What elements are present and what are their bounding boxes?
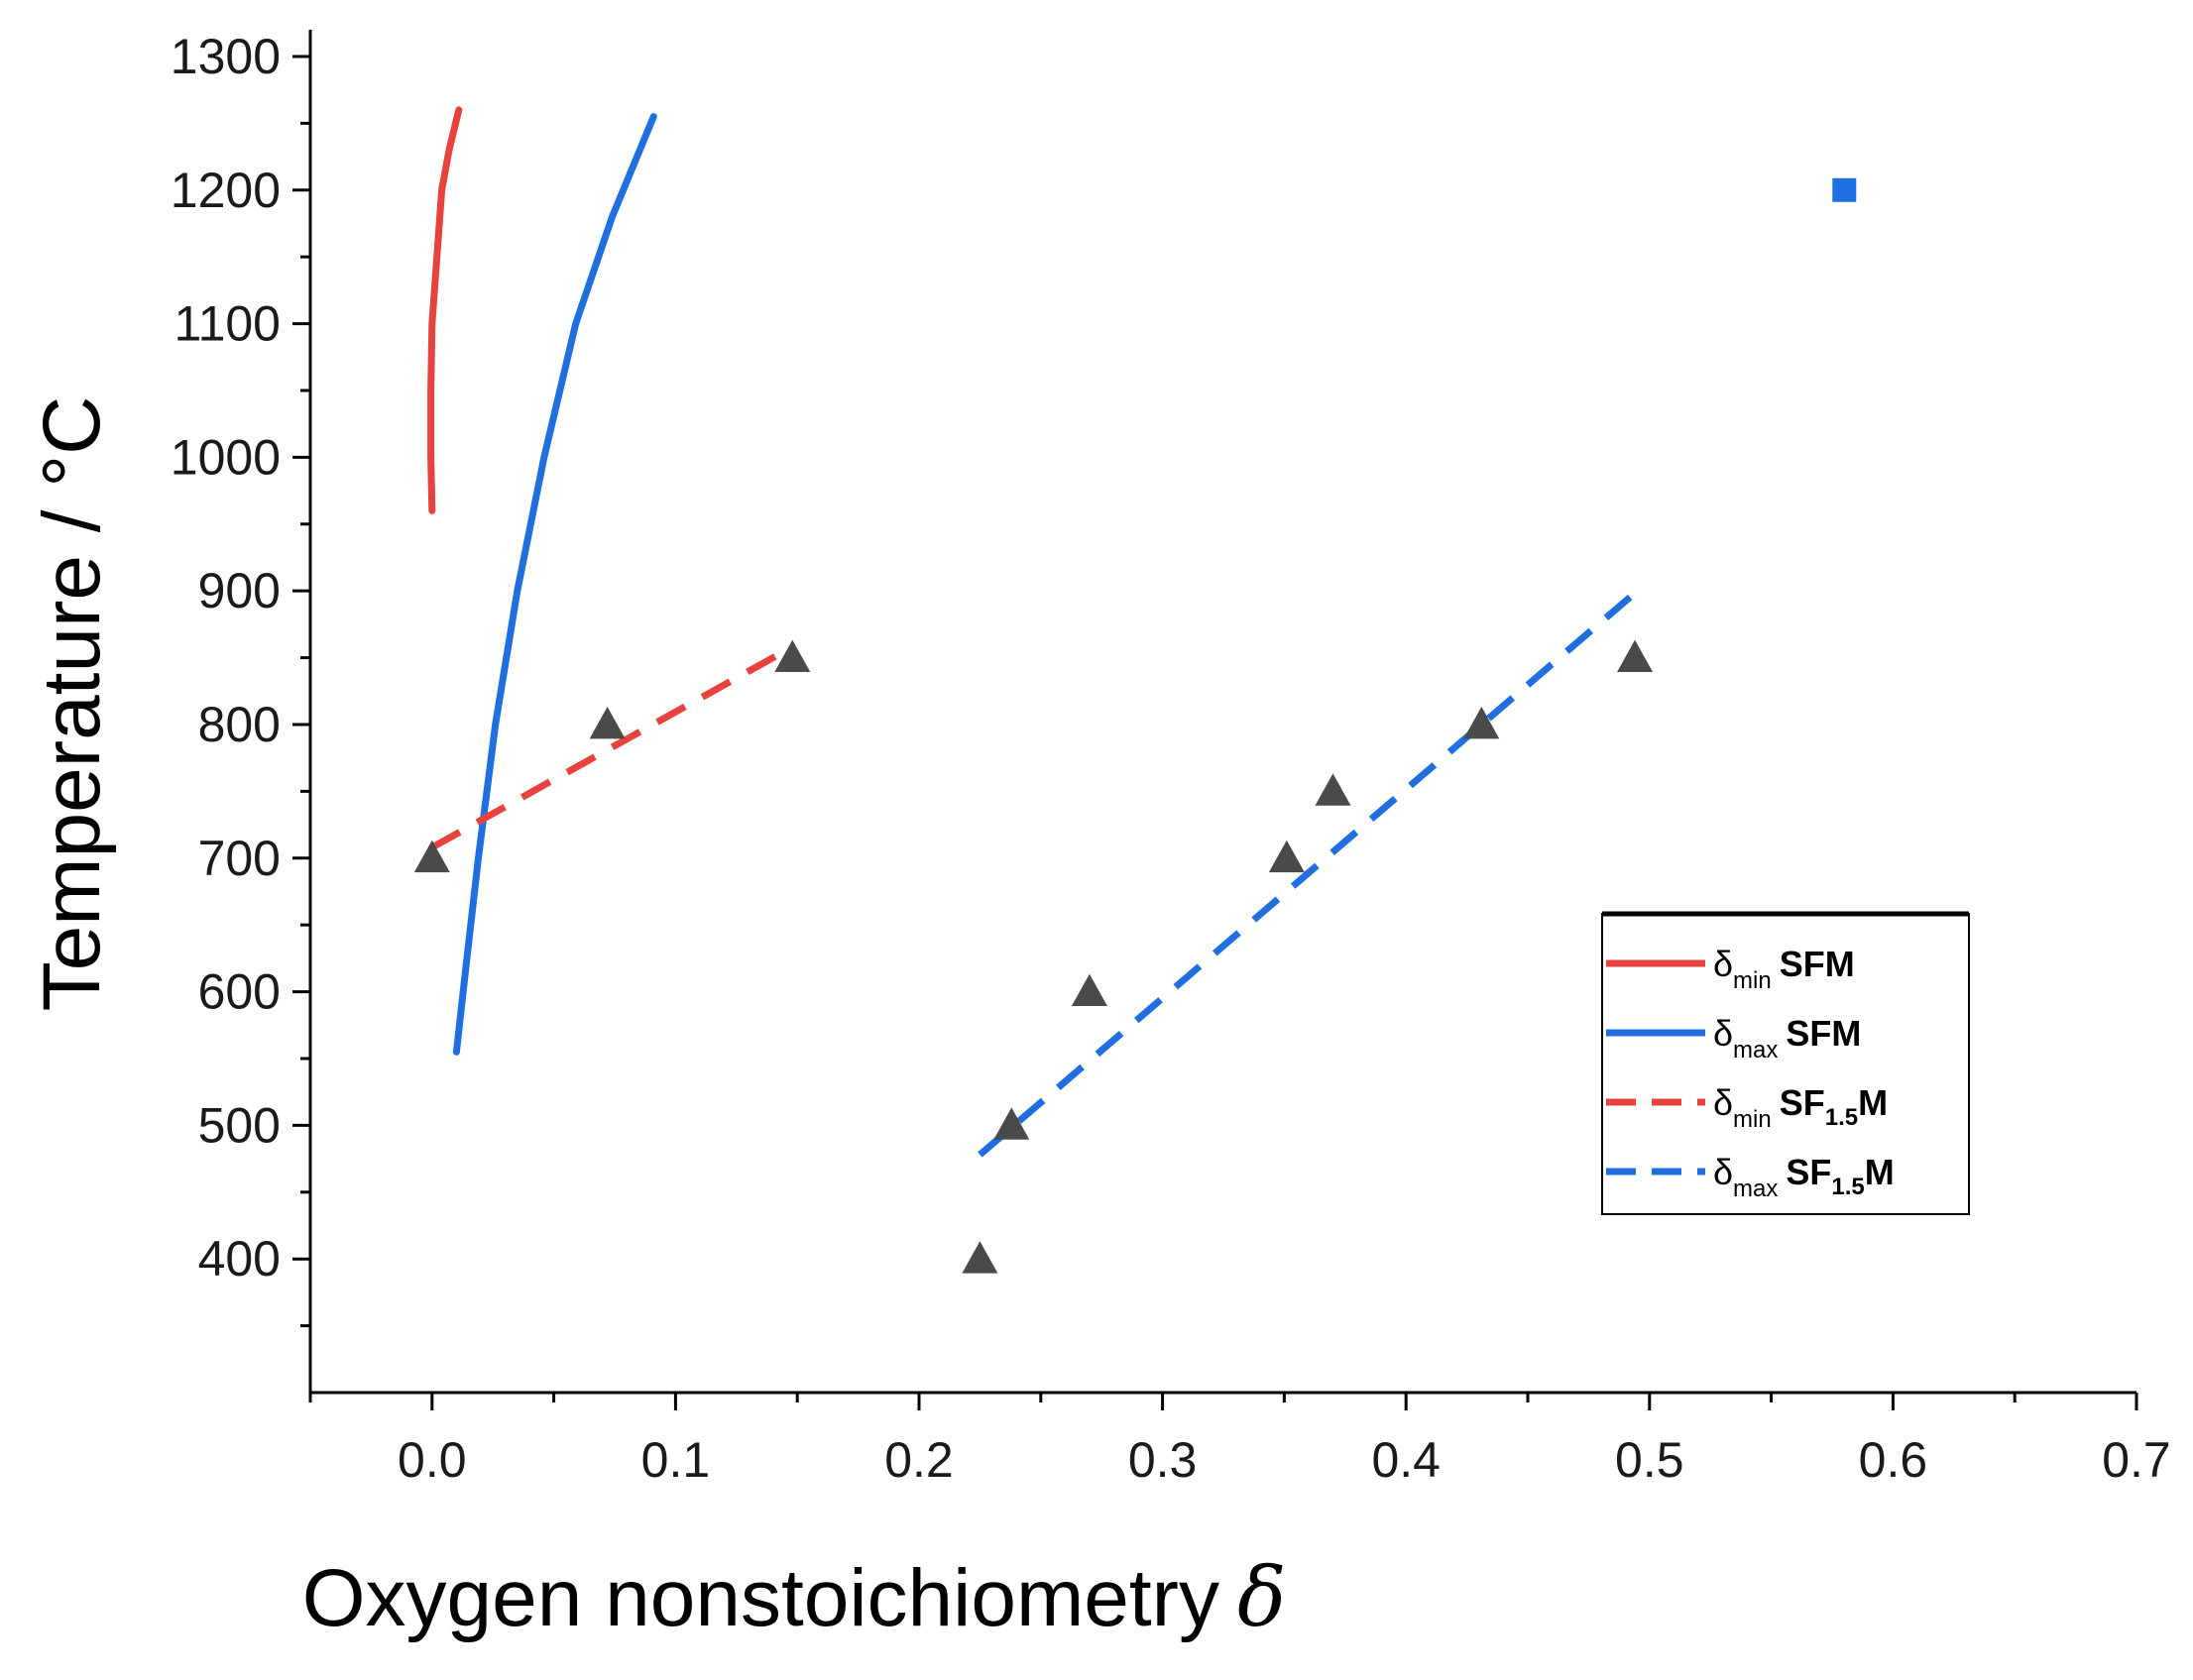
x-tick-label: 0.0 bbox=[398, 1432, 467, 1488]
data-point-triangle bbox=[774, 639, 811, 672]
y-tick-label: 600 bbox=[198, 964, 281, 1020]
series-line-min-sf1-5m bbox=[430, 647, 787, 851]
y-tick-label: 1100 bbox=[173, 296, 281, 352]
data-point-triangle bbox=[993, 1107, 1030, 1140]
legend-text: SFM bbox=[1786, 1013, 1861, 1054]
y-tick-label: 500 bbox=[198, 1097, 281, 1153]
series-line-max-sf1-5m bbox=[978, 588, 1640, 1158]
y-tick-label: 700 bbox=[198, 831, 281, 886]
data-point-triangle bbox=[1071, 973, 1107, 1006]
x-tick-label: 0.4 bbox=[1371, 1432, 1441, 1488]
data-point-square bbox=[1832, 177, 1857, 202]
x-tick-label: 0.1 bbox=[641, 1432, 711, 1488]
axes: 0.0 0.1 0.2 0.3 0.4 0.5 0.6 0.7 400 500 600 700 800 9… bbox=[171, 29, 2171, 1488]
y-tick-label: 400 bbox=[198, 1231, 281, 1287]
x-tick-label: 0.3 bbox=[1128, 1432, 1198, 1488]
x-axis-title: Oxygen nonstoichiometry bbox=[302, 1553, 1219, 1643]
data-point-triangle bbox=[1463, 706, 1500, 739]
y-tick-label: 900 bbox=[198, 563, 281, 618]
legend-text-subscript: 1.5 bbox=[1831, 1174, 1864, 1200]
y-tick-label: 1300 bbox=[171, 29, 281, 84]
legend-subscript: max bbox=[1733, 1037, 1778, 1064]
legend-subscript: min bbox=[1733, 1106, 1772, 1133]
x-tick-label: 0.2 bbox=[884, 1432, 954, 1488]
legend-label-1: δmin SFM bbox=[1713, 944, 1855, 994]
legend-greek: δ bbox=[1713, 1152, 1733, 1192]
x-axis-title-symbol: δ bbox=[1237, 1551, 1286, 1645]
data-point-triangle bbox=[413, 840, 450, 873]
legend-label-2: δmax SFM bbox=[1713, 1013, 1861, 1064]
legend-greek: δ bbox=[1713, 944, 1733, 984]
legend-text: SFM bbox=[1780, 944, 1855, 984]
legend-label-3: δmin SF1.5M bbox=[1713, 1082, 1888, 1133]
data-point-triangle bbox=[1268, 840, 1305, 873]
y-tick-label: 800 bbox=[198, 697, 281, 752]
data-point-triangle bbox=[1617, 639, 1654, 672]
marker-layer bbox=[413, 177, 1857, 1274]
x-tick-label: 0.6 bbox=[1859, 1432, 1928, 1488]
legend-text-subscript: 1.5 bbox=[1825, 1104, 1858, 1131]
legend-text: SF bbox=[1780, 1082, 1825, 1123]
y-axis-title: Temperature / °C bbox=[27, 396, 117, 1012]
legend-text-tail: M bbox=[1858, 1082, 1888, 1123]
data-point-triangle bbox=[962, 1241, 998, 1274]
series-line-max-sfm bbox=[452, 113, 657, 1056]
series-layer bbox=[427, 106, 1640, 1158]
legend-text-tail: M bbox=[1865, 1152, 1895, 1192]
legend-text: SF bbox=[1786, 1152, 1831, 1192]
legend-label-4: δmax SF1.5M bbox=[1713, 1152, 1895, 1202]
legend-subscript: min bbox=[1733, 967, 1772, 994]
series-line-min-sfm bbox=[427, 106, 463, 514]
legend-greek: δ bbox=[1713, 1082, 1733, 1123]
y-tick-label: 1200 bbox=[171, 163, 281, 218]
data-point-triangle bbox=[1315, 773, 1351, 806]
data-point-triangle bbox=[589, 706, 626, 739]
y-tick-label: 1000 bbox=[171, 429, 281, 485]
x-tick-label: 0.7 bbox=[2102, 1432, 2171, 1488]
x-tick-label: 0.5 bbox=[1615, 1432, 1684, 1488]
legend-subscript: max bbox=[1733, 1176, 1778, 1202]
legend-greek: δ bbox=[1713, 1013, 1733, 1054]
